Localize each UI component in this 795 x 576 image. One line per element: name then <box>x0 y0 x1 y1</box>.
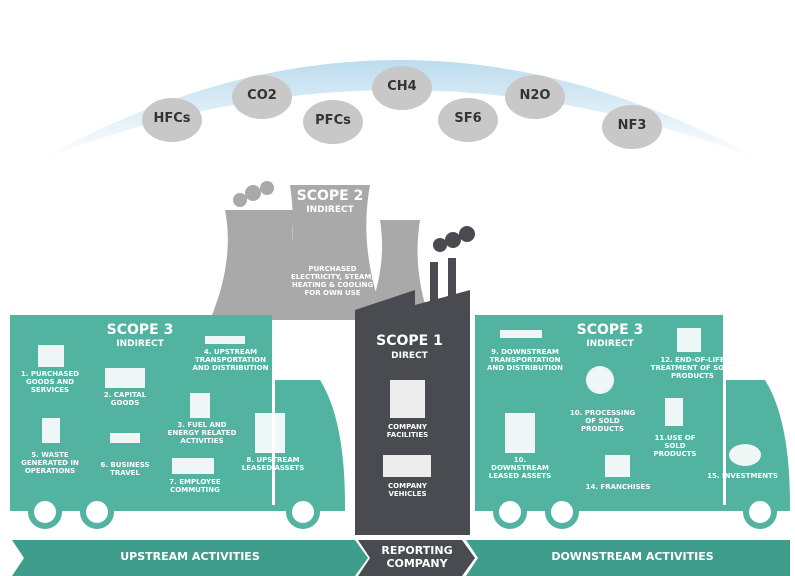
item-label: 3. FUEL AND ENERGY RELATED ACTIVITIES <box>162 421 242 445</box>
item-label: 8. UPSTREAM LEASED ASSETS <box>238 456 308 472</box>
scope-subtitle: INDIRECT <box>100 339 180 349</box>
scope-title: SCOPE 3 <box>100 322 180 338</box>
item-label: COMPANY FACILITIES <box>375 423 440 439</box>
item-label: 10. DOWNSTREAM LEASED ASSETS <box>485 456 555 480</box>
scope-title: SCOPE 3 <box>570 322 650 338</box>
infographic: HFCs CO2 PFCs CH4 SF6 N2O NF3 SCOPE 2 IN… <box>0 0 795 576</box>
gas-label: PFCs <box>303 114 363 129</box>
item-label: 1. PURCHASED GOODS AND SERVICES <box>15 370 85 394</box>
scope-subtitle: INDIRECT <box>570 339 650 349</box>
footer-label: DOWNSTREAM ACTIVITIES <box>480 551 785 564</box>
item-label: 7. EMPLOYEE COMMUTING <box>160 478 230 494</box>
item-label: COMPANY VEHICLES <box>375 482 440 498</box>
gas-label: NF3 <box>602 119 662 134</box>
item-label: 12. END-OF-LIFE TREATMENT OF SOLD PRODUC… <box>650 356 735 380</box>
item-label: 4. UPSTREAM TRANSPORTATION AND DISTRIBUT… <box>188 348 273 372</box>
item-label: 9. DOWNSTREAM TRANSPORTATION AND DISTRIB… <box>485 348 565 372</box>
item-label: 2. CAPITAL GOODS <box>95 391 155 407</box>
scope-subtitle: DIRECT <box>362 351 457 361</box>
scope-title: SCOPE 2 <box>290 188 370 204</box>
footer-label: UPSTREAM ACTIVITIES <box>30 551 350 564</box>
gas-label: CH4 <box>372 80 432 95</box>
scope-title: SCOPE 1 <box>362 333 457 349</box>
gas-label: SF6 <box>438 112 498 127</box>
scope-description: PURCHASED ELECTRICITY, STEAM, HEATING & … <box>285 265 380 297</box>
gas-label: N2O <box>505 89 565 104</box>
item-label: 5. WASTE GENERATED IN OPERATIONS <box>15 451 85 475</box>
gas-label: HFCs <box>142 112 202 127</box>
footer-label: REPORTING COMPANY <box>372 545 462 570</box>
item-label: 14. FRANCHISES <box>578 483 658 491</box>
scope-subtitle: INDIRECT <box>290 205 370 215</box>
item-label: 10. PROCESSING OF SOLD PRODUCTS <box>565 409 640 433</box>
item-label: 11.USE OF SOLD PRODUCTS <box>645 434 705 458</box>
item-label: 15. INVESTMENTS <box>700 472 785 480</box>
gas-label: CO2 <box>232 89 292 104</box>
item-label: 6. BUSINESS TRAVEL <box>95 461 155 477</box>
